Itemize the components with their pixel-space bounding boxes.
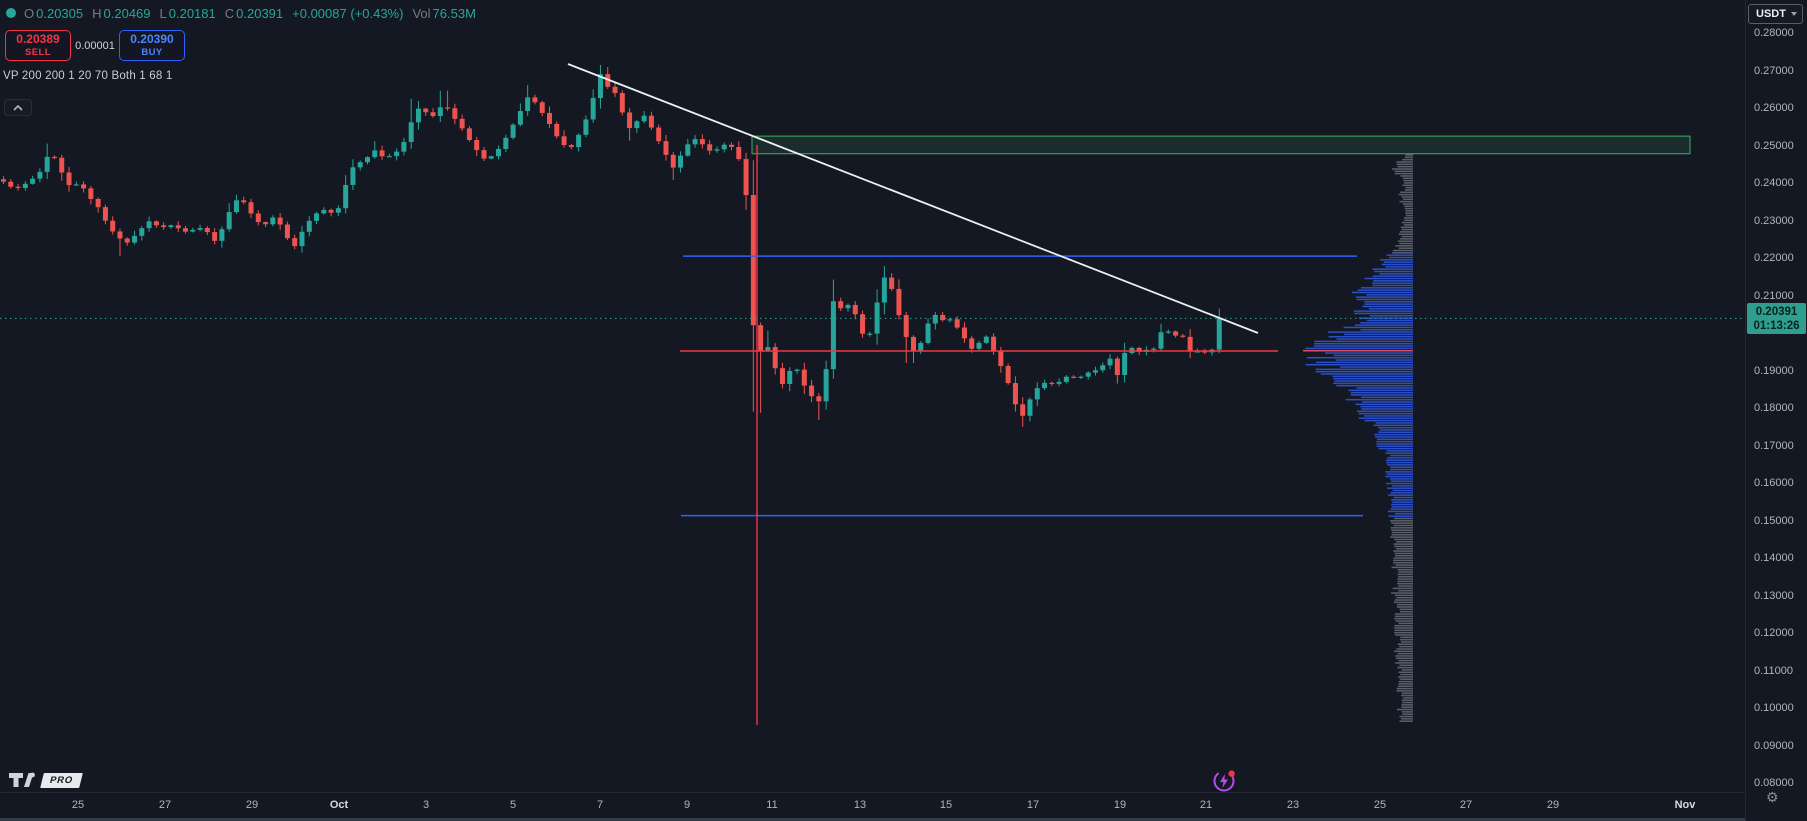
price-tick-label: 0.18000 [1754, 402, 1794, 414]
time-tick-label: 29 [245, 799, 259, 811]
spread-value: 0.00001 [75, 39, 115, 52]
currency-selector[interactable]: USDT [1748, 4, 1803, 24]
legend-collapse-button[interactable] [4, 99, 32, 116]
ohlc-field: O 0.20305 [24, 5, 84, 21]
price-tick-label: 0.09000 [1754, 740, 1794, 752]
price-tick-label: 0.10000 [1754, 702, 1794, 714]
ohlc-field: H 0.20469 [92, 5, 151, 21]
price-tick-label: 0.08000 [1754, 777, 1794, 789]
market-status-dot-icon [6, 8, 16, 18]
time-tick-label: 19 [1113, 799, 1127, 811]
time-tick-label: 25 [71, 799, 85, 811]
time-tick-label: 5 [509, 799, 517, 811]
time-tick-label: 29 [1546, 799, 1560, 811]
buy-button[interactable]: 0.20390 BUY [119, 30, 185, 61]
chevron-down-icon [1791, 12, 1797, 16]
order-panel: 0.20389 SELL 0.00001 0.20390 BUY [5, 30, 185, 61]
price-tick-label: 0.16000 [1754, 477, 1794, 489]
sell-label: SELL [25, 46, 51, 58]
price-tick-label: 0.23000 [1754, 215, 1794, 227]
time-axis[interactable]: 25 27 29 Oct 3 5 7 9 11 13 15 17 19 21 23 25 27 29 Nov [0, 792, 1745, 819]
window-bottom-border [0, 818, 1807, 821]
ohlc-field: C 0.20391 [224, 5, 284, 21]
pro-badge: PRO [40, 772, 83, 788]
time-tick-label: Nov [1674, 799, 1696, 811]
buy-label: BUY [141, 46, 163, 58]
price-scale-settings-gear-icon[interactable]: ⚙ [1766, 789, 1779, 805]
time-tick-label: 17 [1026, 799, 1040, 811]
ohlc-values: O 0.20305 H 0.20469 L 0.20181 C 0.20391 +0.00087… [24, 6, 476, 21]
price-tick-label: 0.19000 [1754, 365, 1794, 377]
price-tick-label: 0.15000 [1754, 515, 1794, 527]
price-tick-label: 0.17000 [1754, 440, 1794, 452]
price-tick-label: 0.28000 [1754, 27, 1794, 39]
price-tick-label: 0.24000 [1754, 177, 1794, 189]
time-tick-label: 21 [1199, 799, 1213, 811]
ohlc-field: +0.00087 (+0.43%) [292, 5, 404, 21]
ohlc-legend: O 0.20305 H 0.20469 L 0.20181 C 0.20391 +0.00087… [6, 4, 476, 22]
time-tick-label: 27 [158, 799, 172, 811]
chart-plot-area[interactable] [0, 0, 1745, 792]
price-tick-label: 0.14000 [1754, 552, 1794, 564]
price-tick-label: 0.26000 [1754, 102, 1794, 114]
time-tick-label: 3 [422, 799, 430, 811]
price-tick-label: 0.22000 [1754, 252, 1794, 264]
price-tick-label: 0.12000 [1754, 627, 1794, 639]
candles [1, 64, 1222, 427]
time-tick-label: 25 [1373, 799, 1387, 811]
time-tick-label: 13 [853, 799, 867, 811]
chevron-up-icon [13, 104, 23, 111]
buy-price: 0.20390 [130, 31, 174, 46]
ohlc-field: L 0.20181 [159, 5, 216, 21]
last-price-label: 0.20391 01:13:26 [1747, 303, 1806, 334]
price-tick-label: 0.11000 [1754, 665, 1793, 677]
price-tick-label: 0.25000 [1754, 140, 1794, 152]
bar-countdown: 01:13:26 [1753, 319, 1800, 332]
time-tick-label: 27 [1459, 799, 1473, 811]
price-tick-label: 0.21000 [1754, 290, 1794, 302]
market-events-lightning-icon[interactable] [1212, 769, 1236, 793]
price-tick-label: 0.27000 [1754, 65, 1794, 77]
sell-button[interactable]: 0.20389 SELL [5, 30, 71, 61]
tradingview-logo-icon [9, 772, 35, 787]
price-axis[interactable]: USDT 0.28000 0.27000 0.26000 0.25000 0.24000… [1745, 0, 1807, 821]
time-tick-label: 23 [1286, 799, 1300, 811]
tradingview-logo[interactable]: PRO [8, 770, 83, 790]
sell-price: 0.20389 [16, 31, 60, 46]
time-tick-label: 9 [683, 799, 691, 811]
volume-profile-indicator-label[interactable]: VP 200 200 1 20 70 Both 1 68 1 [3, 70, 173, 82]
time-tick-label: 11 [766, 799, 778, 811]
time-tick-label: 7 [596, 799, 604, 811]
time-tick-label: 15 [939, 799, 953, 811]
currency-label: USDT [1756, 8, 1786, 20]
ohlc-field: Vol 76.53M [412, 5, 476, 21]
volume-profile [1303, 154, 1413, 722]
last-price-value: 0.20391 [1755, 305, 1798, 318]
time-tick-label: Oct [329, 799, 349, 811]
price-tick-label: 0.13000 [1754, 590, 1794, 602]
